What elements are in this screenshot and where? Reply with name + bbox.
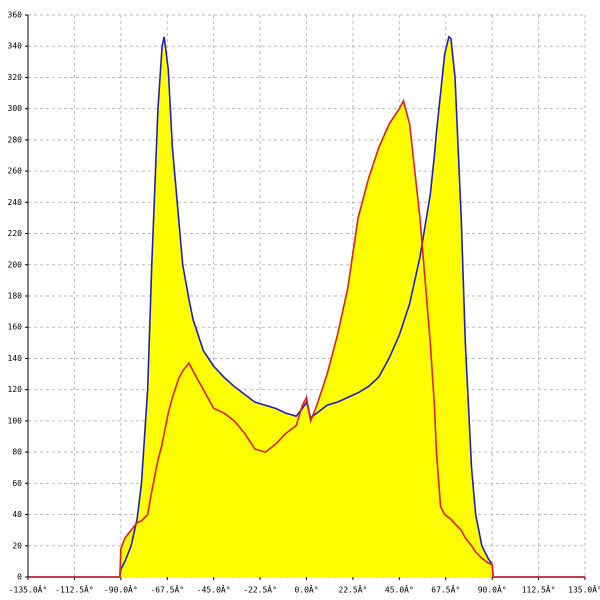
y-tick-label: 300 [8,104,23,113]
x-tick-label: 0.0Â° [294,584,318,595]
x-tick-label: 22.5Â° [338,584,367,595]
y-tick-label: 60 [12,479,22,488]
y-tick-label: 260 [8,167,23,176]
y-tick-label: 140 [8,354,23,363]
y-tick-label: 220 [8,229,23,238]
y-tick-label: 0 [17,573,22,582]
x-tick-label: -22.5Â° [243,584,277,595]
x-tick-label: 90.0Â° [478,584,507,595]
area [28,100,585,577]
x-tick-label: 45.0Â° [385,584,414,595]
x-tick-label: 67.5Â° [431,584,460,595]
y-tick-label: 80 [12,448,22,457]
y-tick-label: 200 [8,260,23,269]
y-tick-label: 280 [8,135,23,144]
y-tick-label: 160 [8,323,23,332]
y-tick-label: 20 [12,541,22,550]
y-tick-label: 100 [8,416,23,425]
x-tick-label: -67.5Â° [150,584,184,595]
y-tick-label: 360 [8,11,23,20]
x-tick-label: -90.0Â° [104,584,138,595]
y-tick-label: 340 [8,42,23,51]
y-tick-label: 240 [8,198,23,207]
line [28,98,585,578]
y-tick-label: 180 [8,292,23,301]
x-tick-label: 135.0Â° [568,584,600,595]
y-tick-label: 320 [8,73,23,82]
x-tick-label: -45.0Â° [197,584,231,595]
x-tick-label: -135.0Â° [9,584,48,595]
x-tick-label: 112.5Â° [522,584,556,595]
y-tick-label: 40 [12,510,22,519]
x-tick-label: -112.5Â° [55,584,94,595]
y-tick-label: 120 [8,385,23,394]
